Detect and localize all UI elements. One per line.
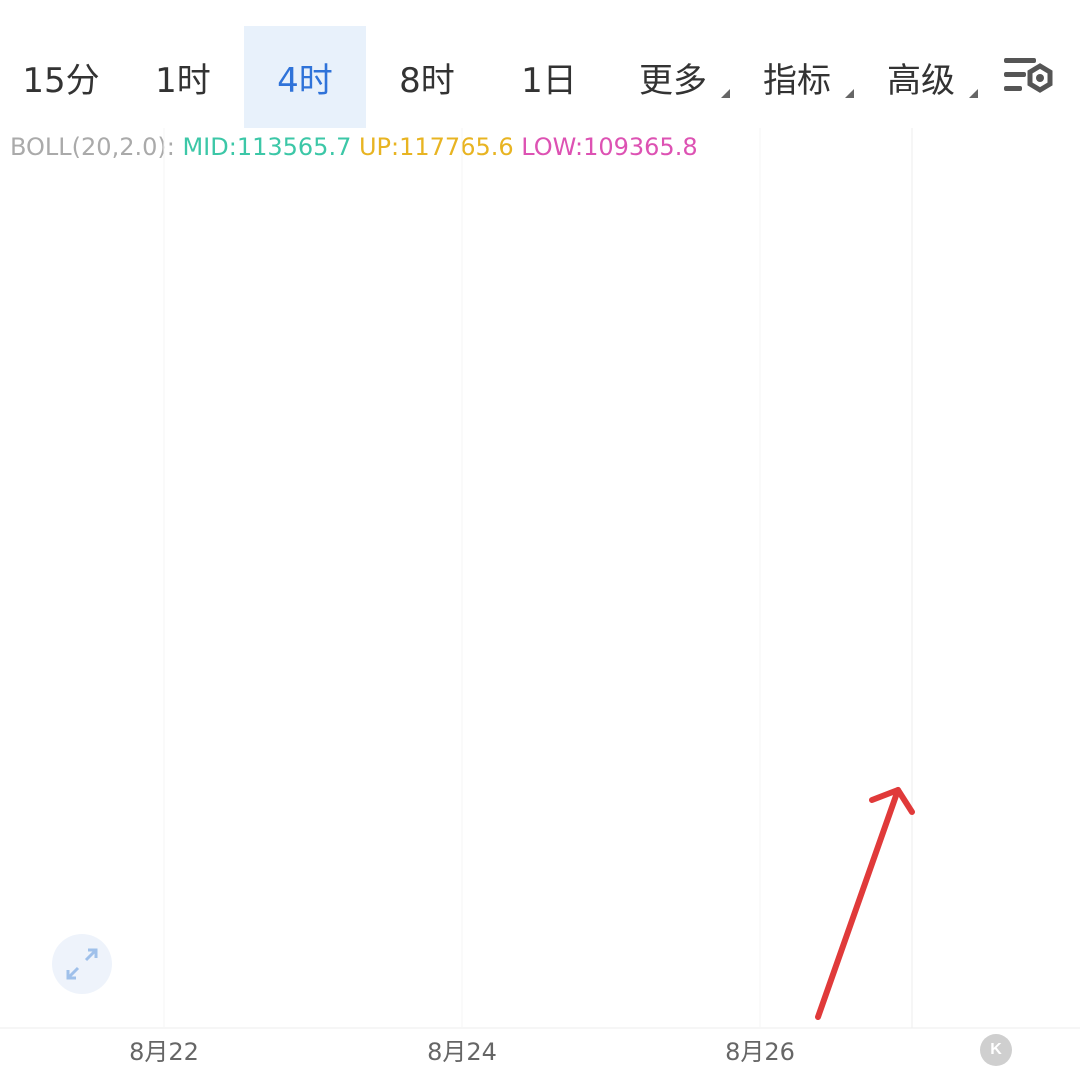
chart-settings-icon[interactable] (1000, 52, 1056, 102)
boll-up-value: UP:117765.6 (358, 133, 514, 161)
boll-label: BOLL(20,2.0): (10, 133, 175, 161)
dropdown-triangle-icon (845, 89, 854, 98)
annotation-arrow-shaft (815, 787, 901, 1020)
tab-indicators-label: 指标 (763, 60, 831, 101)
expand-chart-icon[interactable] (52, 934, 112, 994)
dropdown-triangle-icon (721, 89, 730, 98)
tab-1d[interactable]: 1日 (488, 26, 610, 128)
tab-advanced[interactable]: 高级 (862, 26, 980, 128)
chart-overlay: 117397.4109219.8109280.2 (815, 787, 915, 1020)
tab-15min[interactable]: 15分 (0, 26, 122, 128)
tab-15min-label: 15分 (22, 60, 100, 101)
tab-4h-label: 4时 (277, 60, 333, 101)
tab-advanced-label: 高级 (887, 60, 955, 101)
boll-low-value: LOW:109365.8 (521, 133, 698, 161)
tab-8h-label: 8时 (399, 60, 455, 101)
tab-8h[interactable]: 8时 (366, 26, 488, 128)
chart-grid (0, 128, 1080, 1029)
tab-indicators[interactable]: 指标 (738, 26, 856, 128)
axis-labels: 1180001170001160001150001140001130001120… (129, 1038, 795, 1066)
tab-more[interactable]: 更多 (614, 26, 732, 128)
boll-mid-value: MID:113565.7 (182, 133, 352, 161)
annotation-arrow-head (869, 787, 915, 815)
tab-1h-label: 1时 (155, 60, 211, 101)
tab-1d-label: 1日 (521, 60, 577, 101)
tab-1h[interactable]: 1时 (122, 26, 244, 128)
x-tick-label: 8月26 (725, 1038, 795, 1066)
x-tick-label: 8月24 (427, 1038, 497, 1066)
boll-legend: BOLL(20,2.0): MID:113565.7 UP:117765.6 L… (10, 133, 698, 161)
k-scroll-latest-button[interactable]: K (980, 1034, 1012, 1066)
timeframe-tab-bar: 15分 1时 4时 8时 1日 更多 指标 高级 (0, 0, 1080, 128)
dropdown-triangle-icon (969, 89, 978, 98)
x-tick-label: 8月22 (129, 1038, 199, 1066)
tab-more-label: 更多 (639, 60, 707, 101)
tab-4h[interactable]: 4时 (244, 26, 366, 128)
